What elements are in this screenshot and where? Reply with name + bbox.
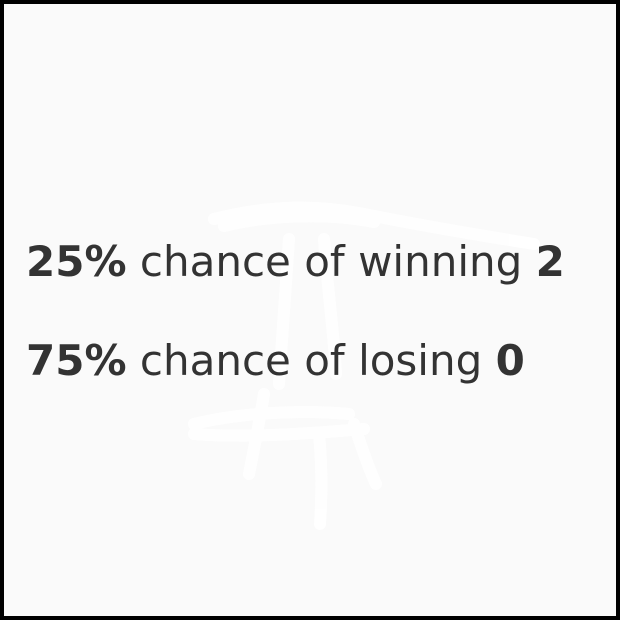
lose-amount: 0 — [495, 336, 525, 385]
lose-text: chance of losing — [126, 336, 496, 385]
lose-percent: 75% — [26, 336, 127, 385]
win-amount: 2 — [535, 237, 565, 286]
losing-chance-line: 75% chance of losing 0 — [26, 340, 525, 382]
winning-chance-line: 25% chance of winning 2 — [26, 241, 565, 283]
win-percent: 25% — [26, 237, 127, 286]
faint-background-drawing — [188, 201, 540, 530]
win-text: chance of winning — [126, 237, 536, 286]
